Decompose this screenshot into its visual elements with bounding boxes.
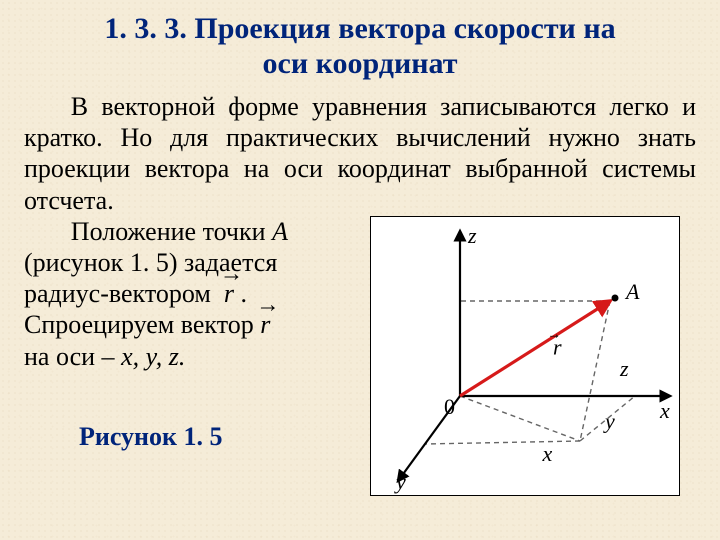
svg-text:y: y (394, 469, 406, 494)
vector-r-symbol-1: r (224, 278, 234, 309)
coordinate-diagram: 0zxyAr→xyz (370, 216, 680, 496)
title-line2: оси координат (263, 47, 458, 80)
point-A-ref: A (272, 217, 288, 246)
p2-text-e: Спроецируем вектор (24, 310, 260, 339)
p2-text-c: радиус-вектором (24, 279, 217, 308)
svg-text:x: x (542, 441, 553, 466)
title-line1: 1. 3. 3. Проекция вектора скорости на (104, 12, 615, 45)
svg-text:0: 0 (444, 394, 455, 419)
page-title: 1. 3. 3. Проекция вектора скорости на ос… (24, 12, 696, 81)
axes-xyz-ref: x, y, z. (121, 342, 185, 371)
paragraph-1: В векторной форме уравнения записываются… (24, 91, 696, 216)
svg-text:y: y (603, 408, 615, 433)
p2-text-a: Положение точки (71, 217, 272, 246)
svg-text:z: z (619, 356, 629, 381)
svg-text:x: x (659, 398, 670, 423)
svg-text:z: z (467, 223, 477, 248)
vector-r-symbol-2: r (260, 309, 270, 340)
paragraph-2: Положение точки A (рисунок 1. 5) задаетс… (24, 216, 354, 372)
svg-text:A: A (624, 279, 640, 304)
svg-text:→: → (547, 327, 561, 342)
figure-caption: Рисунок 1. 5 (79, 422, 354, 452)
p2-text-f: на оси – (24, 342, 121, 371)
